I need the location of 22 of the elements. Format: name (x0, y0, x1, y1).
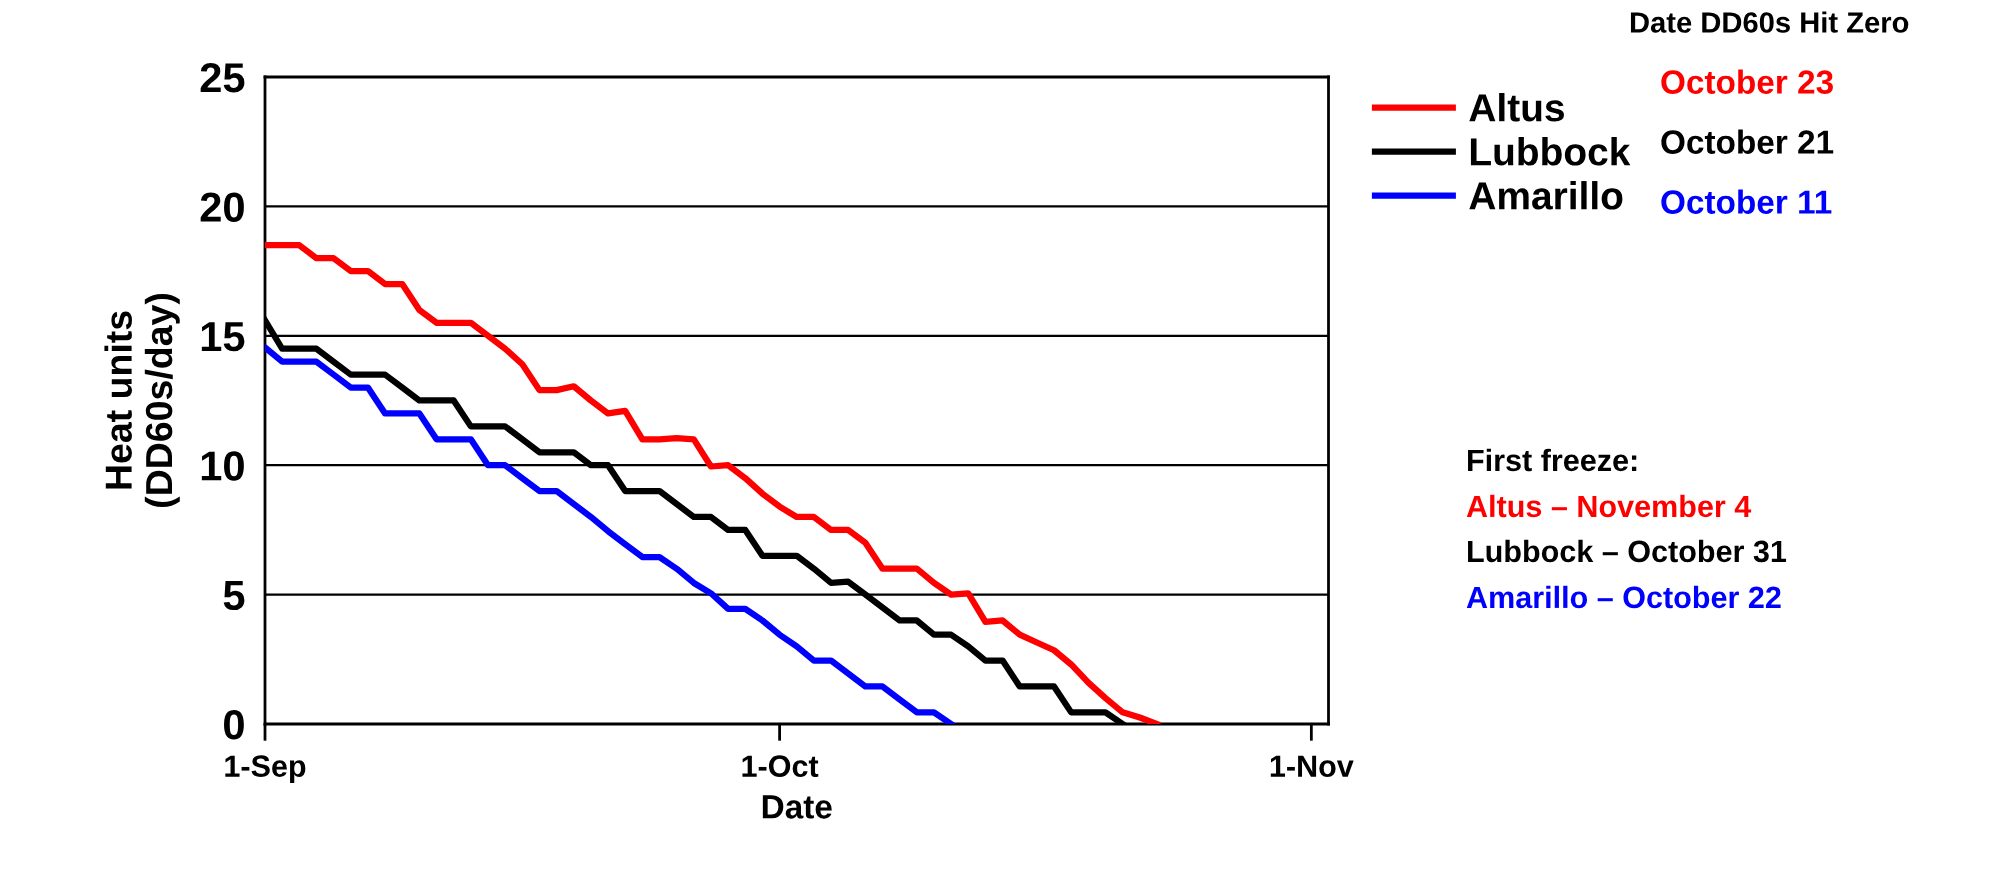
text: Altus – November 4 (1466, 494, 1752, 518)
legend-label: Amarillo (1469, 181, 1623, 210)
x-tick-label: 1-Sep (225, 755, 306, 784)
y-tick-label: 10 (201, 451, 244, 481)
y-tick-label: 0 (224, 710, 244, 740)
text: October 21 (1661, 129, 1834, 154)
text: October 23 (1661, 69, 1833, 94)
text: Amarillo – October 22 (1466, 585, 1781, 609)
x-tick-label: 1-Oct (742, 755, 819, 777)
text: Date DD60s Hit Zero (1630, 11, 1909, 33)
y-tick-label: 15 (201, 322, 245, 352)
x-axis-title: Date (762, 795, 832, 819)
y-axis-title: Heat units (DD60s/day) (104, 293, 180, 507)
text: Lubbock – October 31 (1468, 539, 1787, 563)
legend-label: Altus (1469, 93, 1564, 122)
y-tick-label: 25 (200, 63, 245, 93)
y-tick-label: 20 (200, 192, 244, 222)
x-tick-label: 1-Nov (1270, 755, 1354, 777)
text: October 11 (1661, 189, 1832, 214)
y-tick-label: 5 (223, 581, 245, 611)
text: First freeze: (1468, 448, 1637, 472)
legend-label: Lubbock (1470, 137, 1631, 166)
